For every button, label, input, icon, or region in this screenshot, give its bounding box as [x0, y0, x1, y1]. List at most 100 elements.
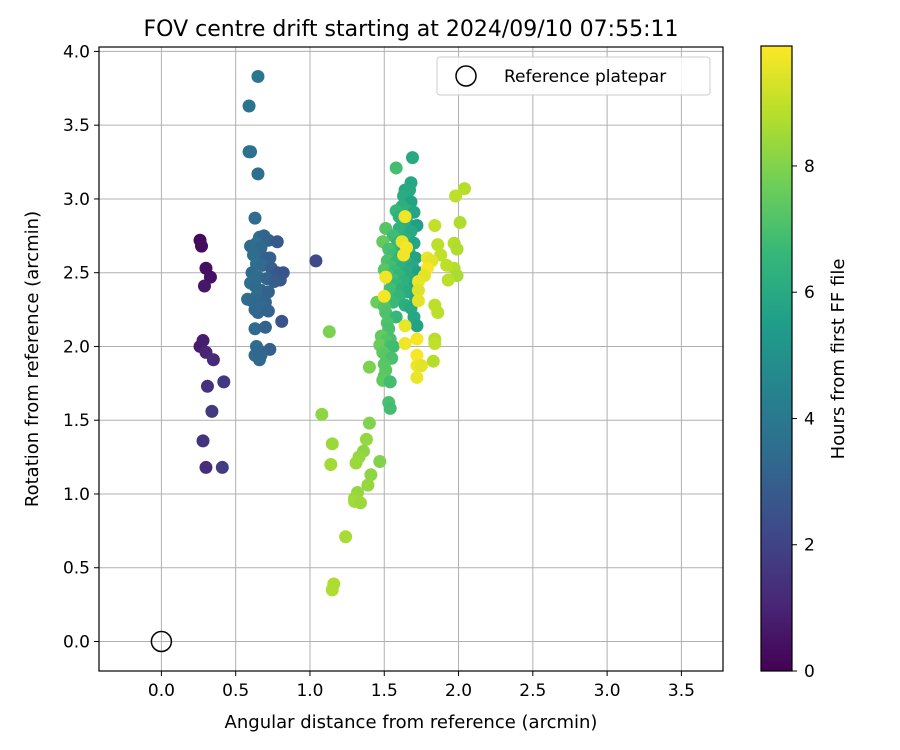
- scatter-point: [251, 167, 265, 181]
- y-tick-label: 3.0: [63, 190, 90, 210]
- plot-background: [99, 47, 723, 671]
- scatter-point: [362, 416, 376, 430]
- scatter-point: [457, 182, 471, 196]
- y-tick-label: 2.0: [63, 337, 90, 357]
- scatter-point: [248, 322, 262, 336]
- y-tick-label: 0.5: [63, 559, 90, 579]
- scatter-point: [205, 404, 219, 418]
- scatter-point: [252, 353, 266, 367]
- scatter-point: [453, 216, 467, 230]
- legend-label: Reference platepar: [504, 67, 666, 87]
- y-axis-label: Rotation from reference (arcmin): [22, 211, 43, 507]
- colorbar-gradient: [761, 46, 792, 671]
- scatter-point: [428, 218, 442, 232]
- colorbar-ticks: 0 2 4 6 8: [792, 157, 815, 682]
- scatter-point: [379, 306, 393, 320]
- scatter-point: [397, 248, 411, 262]
- x-axis-label: Angular distance from reference (arcmin): [225, 712, 598, 733]
- scatter-point: [324, 457, 338, 471]
- scatter-point: [353, 496, 367, 510]
- scatter-point: [411, 294, 425, 308]
- x-tick-label: 3.0: [594, 681, 621, 701]
- scatter-point: [449, 189, 463, 203]
- scatter-point: [270, 235, 284, 249]
- scatter-point: [379, 270, 393, 284]
- scatter-point: [196, 434, 210, 448]
- x-tick-label: 2.0: [445, 681, 472, 701]
- legend-box: [436, 56, 711, 96]
- x-tick-label: 3.5: [668, 681, 695, 701]
- scatter-point: [261, 285, 275, 299]
- scatter-point: [383, 375, 397, 389]
- scatter-point: [398, 319, 412, 333]
- y-tick-label: 0.0: [63, 632, 90, 652]
- x-tick-label: 1.0: [296, 681, 323, 701]
- scatter-point: [411, 283, 425, 297]
- legend: Reference platepar: [436, 56, 711, 96]
- scatter-point: [309, 254, 323, 268]
- scatter-point: [275, 314, 289, 328]
- scatter-point: [410, 332, 424, 346]
- scatter-point: [197, 279, 211, 293]
- x-tick-label: 0.0: [148, 681, 175, 701]
- y-tick-label: 1.0: [63, 485, 90, 505]
- y-axis-ticks: 0.0 0.5 1.0 1.5 2.0 2.5 3.0 3.5 4.0: [63, 42, 99, 652]
- scatter-point: [215, 460, 229, 474]
- scatter-point: [410, 348, 424, 362]
- scatter-point: [377, 289, 391, 303]
- scatter-point: [398, 210, 412, 224]
- plot-area: 0.0 0.5 1.0 1.5 2.0 2.5 3.0 3.5 0.0 0.5 1.0 1.5 2.0…: [63, 42, 724, 701]
- plot-frame: [98, 46, 724, 672]
- x-tick-label: 0.5: [222, 681, 249, 701]
- colorbar-tick-label: 2: [804, 536, 815, 556]
- scatter-point: [242, 99, 256, 113]
- scatter-point: [267, 275, 281, 289]
- scatter-point: [410, 370, 424, 384]
- scatter-point: [440, 258, 454, 272]
- x-axis-ticks: 0.0 0.5 1.0 1.5 2.0 2.5 3.0 3.5: [148, 671, 695, 701]
- scatter-point: [362, 360, 376, 374]
- scatter-point: [322, 325, 336, 339]
- scatter-point: [199, 460, 213, 474]
- scatter-point: [405, 151, 419, 165]
- scatter-point: [251, 70, 265, 84]
- y-tick-label: 4.0: [63, 42, 90, 62]
- scatter-point: [217, 375, 231, 389]
- legend-marker-icon: [455, 65, 477, 87]
- colorbar-tick-label: 8: [804, 157, 815, 177]
- scatter-point: [450, 242, 464, 256]
- scatter-point: [339, 530, 353, 544]
- scatter-point: [398, 337, 412, 351]
- colorbar-frame: [760, 45, 793, 672]
- x-tick-label: 1.5: [371, 681, 398, 701]
- scatter-point: [441, 273, 455, 287]
- colorbar-label: Hours from first FF file: [828, 259, 849, 460]
- scatter-point: [431, 306, 445, 320]
- scatter-point: [248, 211, 262, 225]
- scatter-point: [414, 359, 428, 373]
- scatter-point: [373, 455, 387, 469]
- scatter-point: [244, 145, 258, 159]
- scatter-point: [251, 306, 265, 320]
- scatter-point: [325, 437, 339, 451]
- x-tick-label: 2.5: [519, 681, 546, 701]
- scatter-point: [325, 583, 339, 597]
- scatter-points: [193, 70, 471, 597]
- chart-title: FOV centre drift starting at 2024/09/10 …: [144, 17, 679, 42]
- scatter-point: [200, 379, 214, 393]
- scatter-point: [349, 456, 363, 470]
- scatter-point: [258, 320, 272, 334]
- colorbar: 0 2 4 6 8 Hours from first FF file: [760, 45, 849, 682]
- scatter-point: [261, 304, 275, 318]
- colorbar-tick-label: 6: [804, 283, 815, 303]
- colorbar-tick-label: 4: [804, 409, 815, 429]
- scatter-point: [386, 339, 400, 353]
- scatter-point: [196, 334, 210, 348]
- scatter-point: [410, 319, 424, 333]
- y-tick-label: 2.5: [63, 264, 90, 284]
- y-tick-label: 1.5: [63, 411, 90, 431]
- scatter-point: [428, 337, 442, 351]
- scatter-point: [361, 478, 375, 492]
- scatter-point: [431, 238, 445, 252]
